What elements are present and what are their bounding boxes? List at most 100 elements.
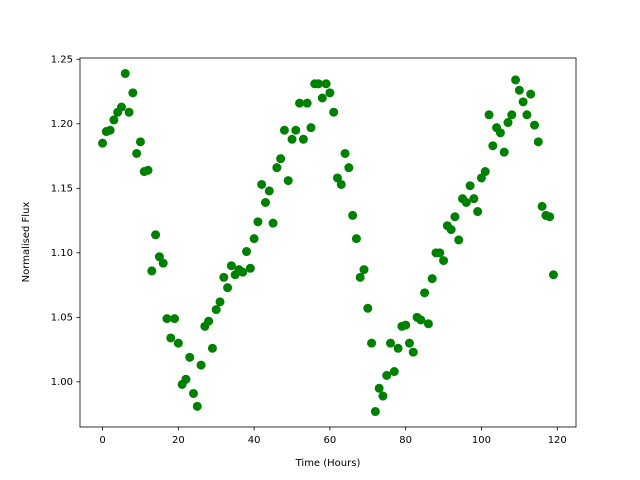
data-point <box>393 343 403 353</box>
data-point <box>166 333 176 343</box>
data-point <box>454 235 464 245</box>
data-point <box>511 75 521 85</box>
data-point <box>272 163 282 173</box>
data-point <box>484 110 494 120</box>
data-point <box>416 315 426 325</box>
data-point <box>120 68 130 78</box>
data-point <box>423 319 433 329</box>
data-point <box>223 283 233 293</box>
data-point <box>389 367 399 377</box>
data-point <box>98 138 108 148</box>
plot-frame <box>79 57 577 428</box>
data-point <box>340 148 350 158</box>
data-point <box>298 134 308 144</box>
data-point <box>514 85 524 95</box>
data-point <box>401 320 411 330</box>
data-point <box>435 248 445 258</box>
data-point <box>355 272 365 282</box>
data-point <box>291 125 301 135</box>
data-point <box>124 107 134 117</box>
data-point <box>219 272 229 282</box>
data-point <box>533 137 543 147</box>
data-point <box>321 79 331 89</box>
data-point <box>147 266 157 276</box>
data-point <box>336 179 346 189</box>
data-point <box>105 125 115 135</box>
data-point <box>211 305 221 315</box>
data-point <box>116 102 126 112</box>
data-point <box>537 201 547 211</box>
data-point <box>242 247 252 257</box>
data-point <box>404 338 414 348</box>
data-point <box>283 176 293 186</box>
data-point <box>185 352 195 362</box>
data-point <box>302 98 312 108</box>
data-point <box>170 314 180 324</box>
x-tick-label: 40 <box>248 435 261 446</box>
y-axis-label: Normalised Flux <box>21 202 32 283</box>
data-point <box>207 343 217 353</box>
data-point <box>249 234 259 244</box>
data-point <box>363 303 373 313</box>
y-tick-label: 1.25 <box>51 54 73 65</box>
x-tick-label: 80 <box>399 435 412 446</box>
data-point <box>162 314 172 324</box>
data-point <box>503 118 513 128</box>
x-tick-label: 120 <box>548 435 567 446</box>
data-point <box>382 370 392 380</box>
data-point <box>420 288 430 298</box>
data-point <box>427 274 437 284</box>
data-point <box>128 88 138 98</box>
data-point <box>386 338 396 348</box>
data-point <box>317 93 327 103</box>
data-point <box>215 297 225 307</box>
x-tick-label: 60 <box>324 435 337 446</box>
data-point <box>495 128 505 138</box>
y-tick-label: 1.00 <box>51 377 73 388</box>
data-point <box>329 107 339 117</box>
data-point <box>158 258 168 268</box>
data-point <box>344 163 354 173</box>
y-tick-label: 1.20 <box>51 119 73 130</box>
data-point <box>276 154 286 164</box>
data-point <box>370 407 380 417</box>
data-point <box>348 210 358 220</box>
x-axis-label: Time (Hours) <box>295 458 361 469</box>
y-tick-label: 1.05 <box>51 312 73 323</box>
data-point <box>480 167 490 177</box>
data-point <box>173 338 183 348</box>
data-point <box>488 141 498 151</box>
data-point <box>181 374 191 384</box>
data-point <box>238 267 248 277</box>
data-point <box>109 115 119 125</box>
data-point <box>439 256 449 266</box>
data-point <box>196 360 206 370</box>
data-point <box>268 218 278 228</box>
data-point <box>545 212 555 222</box>
data-point <box>469 194 479 204</box>
data-point <box>548 270 558 280</box>
data-point <box>530 120 540 130</box>
data-point <box>446 225 456 235</box>
data-point <box>295 98 305 108</box>
data-point <box>192 401 202 411</box>
data-point <box>526 89 536 99</box>
data-point <box>279 125 289 135</box>
data-point <box>306 123 316 133</box>
data-point <box>522 110 532 120</box>
data-point <box>245 263 255 273</box>
data-point <box>367 338 377 348</box>
data-point <box>473 207 483 217</box>
data-point <box>188 388 198 398</box>
data-point <box>143 165 153 175</box>
data-point <box>135 137 145 147</box>
data-point <box>461 198 471 208</box>
data-point <box>260 198 270 208</box>
data-point <box>325 88 335 98</box>
data-point <box>408 347 418 357</box>
data-point <box>151 230 161 240</box>
data-point <box>499 147 509 157</box>
data-point <box>351 234 361 244</box>
y-tick-label: 1.10 <box>51 248 73 259</box>
